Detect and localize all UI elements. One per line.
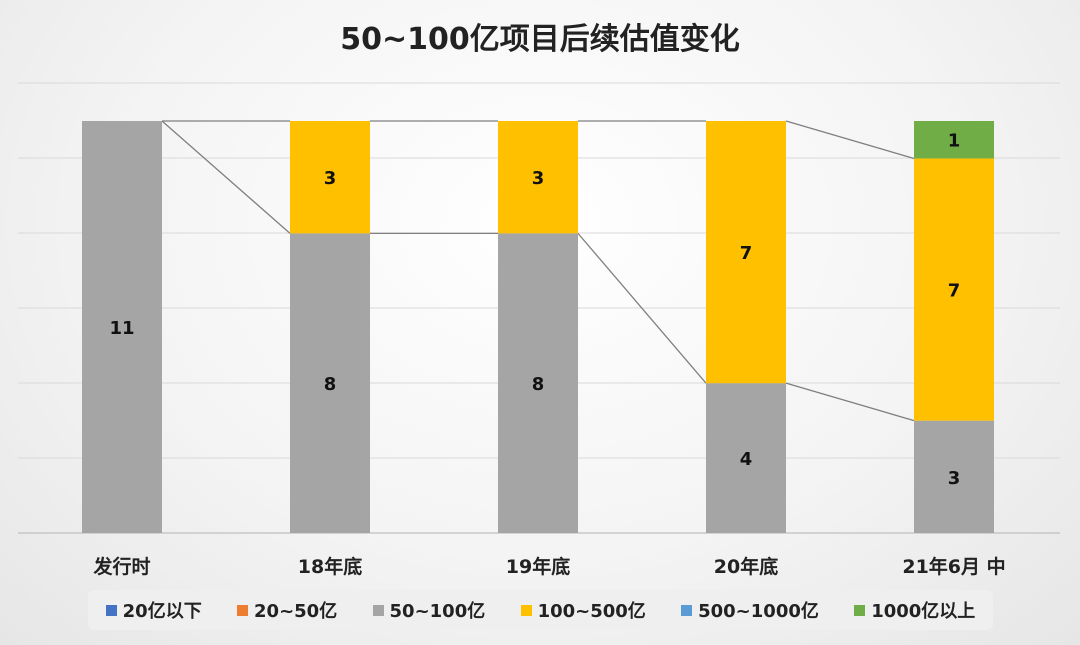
data-label: 7 [948,281,961,302]
data-label: 3 [324,168,337,189]
legend-item: 20~50亿 [237,597,337,623]
x-tick-label: 20年底 [714,555,778,578]
bar-segment [706,121,786,384]
x-tick-label: 18年底 [298,555,362,578]
data-label: 7 [740,243,753,264]
legend-swatch [520,604,532,616]
legend-item: 50~100亿 [372,597,486,623]
legend-swatch [237,604,249,616]
series-connector-line [161,120,291,234]
legend-label: 100~500亿 [537,601,646,622]
x-tick-label: 发行时 [92,555,150,578]
bar-segment [914,158,994,421]
legend-label: 1000亿以上 [871,601,976,622]
series-connector-line [785,382,915,422]
data-label: 3 [532,168,545,189]
legend-label: 500~1000亿 [698,601,819,622]
legend-item: 20亿以下 [105,597,202,623]
legend-label: 20~50亿 [254,601,338,622]
chart-legend: 20亿以下 20~50亿 50~100亿 100~500亿 500~1000亿 1000亿… [88,590,993,630]
series-connector-line [577,232,707,384]
data-label: 3 [948,468,961,489]
x-tick-label: 19年底 [506,555,570,578]
bar-segment [290,121,370,234]
chart-title: 50~100亿项目后续估值变化 [340,22,740,57]
data-label: 8 [324,374,337,395]
bar-segment [706,383,786,533]
data-label: 4 [740,449,753,470]
bar-segment [498,233,578,533]
data-label: 8 [532,374,545,395]
legend-item: 500~1000亿 [681,597,819,623]
legend-item: 100~500亿 [520,597,646,623]
legend-label: 50~100亿 [389,601,486,622]
legend-label: 20亿以下 [122,601,202,622]
legend-item: 1000亿以上 [854,597,975,623]
data-label: 1 [948,131,961,152]
bar-segment [290,233,370,533]
bar-segment [498,121,578,234]
data-label: 11 [109,318,134,339]
bar-segment [914,121,994,159]
bar-segment [914,420,994,533]
bar-segment [82,121,162,533]
series-connector-line [785,120,915,160]
legend-swatch [854,604,866,616]
legend-swatch [105,604,117,616]
legend-swatch [372,604,384,616]
legend-swatch [681,604,693,616]
x-tick-label: 21年6月 中 [902,555,1005,578]
